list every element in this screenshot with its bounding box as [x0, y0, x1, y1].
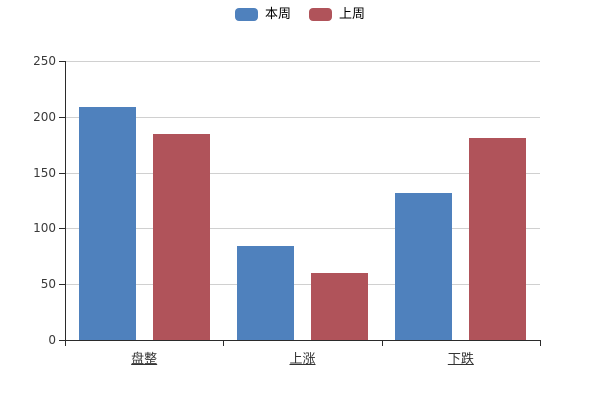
bar-上涨-本周[interactable]: [237, 246, 294, 340]
y-axis-tick-mark: [59, 61, 65, 62]
chart-legend: 本周 上周: [0, 8, 600, 21]
x-axis-right-cap: [540, 340, 541, 346]
y-axis-tick-label: 0: [48, 333, 56, 347]
x-axis-line: [65, 340, 541, 341]
y-axis-tick-label: 50: [40, 277, 56, 292]
legend-swatch-this-week-icon: [234, 8, 258, 21]
gridline: [65, 172, 540, 174]
bar-下跌-本周[interactable]: [395, 192, 453, 340]
x-axis-category-tick: [223, 340, 225, 346]
legend-label-last-week: 上周: [339, 7, 366, 22]
y-axis-tick-mark: [59, 228, 65, 230]
y-axis-tick-label: 200: [33, 109, 56, 124]
x-axis-left-cap: [65, 340, 66, 346]
y-axis-line: [65, 61, 66, 341]
y-axis-tick-mark: [59, 172, 65, 174]
y-axis-tick-mark: [59, 116, 65, 118]
gridline: [65, 116, 540, 118]
bar-上涨-上周[interactable]: [311, 273, 368, 340]
y-axis-tick-label: 250: [33, 54, 56, 68]
gridline: [65, 284, 540, 286]
legend-item-last-week[interactable]: 上周: [309, 8, 365, 21]
y-axis-tick-mark: [59, 284, 65, 286]
y-axis-tick-label: 100: [33, 221, 56, 236]
plot-area: [65, 61, 540, 341]
x-axis-category-label-上涨: 上涨: [289, 352, 316, 367]
x-axis-category-label-下跌: 下跌: [447, 352, 474, 367]
y-axis-tick-mark: [59, 340, 65, 341]
gridline: [65, 61, 540, 62]
bar-盘整-上周[interactable]: [152, 133, 210, 340]
legend-label-this-week: 本周: [264, 7, 291, 22]
legend-swatch-last-week-icon: [309, 8, 332, 21]
y-axis-tick-labels: 0 50 100 150 200 250: [0, 0, 56, 400]
bar-下跌-上周[interactable]: [469, 138, 527, 340]
bar-series-container: [65, 61, 540, 340]
legend-item-this-week[interactable]: 本周: [234, 7, 291, 22]
x-axis-category-tick: [381, 340, 383, 346]
y-axis-tick-label: 150: [33, 165, 56, 180]
gridline: [65, 228, 540, 230]
x-axis-category-label-盘整: 盘整: [131, 352, 158, 367]
bar-盘整-本周[interactable]: [78, 106, 136, 340]
